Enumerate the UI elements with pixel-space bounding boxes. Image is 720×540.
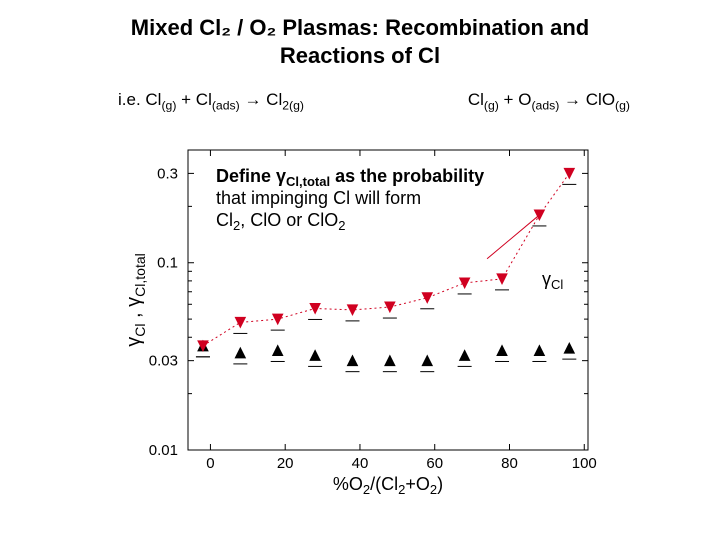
svg-text:80: 80: [501, 455, 518, 472]
page-title: Mixed Cl₂ / O₂ Plasmas: Recombination an…: [0, 14, 720, 69]
svg-text:60: 60: [426, 455, 443, 472]
svg-text:γCl , γCl,total: γCl , γCl,total: [123, 253, 148, 346]
title-line-2: Reactions of Cl: [280, 43, 440, 68]
svg-text:0: 0: [206, 455, 214, 472]
svg-text:Define γCl,total as the probab: Define γCl,total as the probability: [216, 166, 484, 189]
svg-text:%O2/(Cl2+O2): %O2/(Cl2+O2): [333, 474, 443, 497]
svg-text:that impinging Cl will form: that impinging Cl will form: [216, 188, 421, 208]
svg-text:20: 20: [277, 455, 294, 472]
recombination-chart: 0 20 40 60 80 100 0.01 0.03 0.1 0.3 %O2/(Cl2+O2) γC…: [118, 130, 620, 510]
chart-svg: 0 20 40 60 80 100 0.01 0.03 0.1 0.3 %O2/(Cl2+O2) γC…: [118, 130, 620, 510]
svg-text:0.01: 0.01: [149, 442, 178, 459]
svg-text:Cl2, ClO or ClO2: Cl2, ClO or ClO2: [216, 210, 345, 233]
equation-right: Cl(g) + O(ads) → ClO(g): [468, 90, 630, 112]
svg-text:γCl: γCl: [542, 269, 563, 292]
title-line-1: Mixed Cl₂ / O₂ Plasmas: Recombination an…: [131, 15, 589, 40]
svg-text:0.1: 0.1: [157, 255, 178, 272]
svg-text:0.03: 0.03: [149, 353, 178, 370]
svg-text:100: 100: [572, 455, 597, 472]
svg-text:40: 40: [352, 455, 369, 472]
equation-left: i.e. Cl(g) + Cl(ads) → Cl2(g): [118, 90, 304, 112]
svg-text:0.3: 0.3: [157, 165, 178, 182]
